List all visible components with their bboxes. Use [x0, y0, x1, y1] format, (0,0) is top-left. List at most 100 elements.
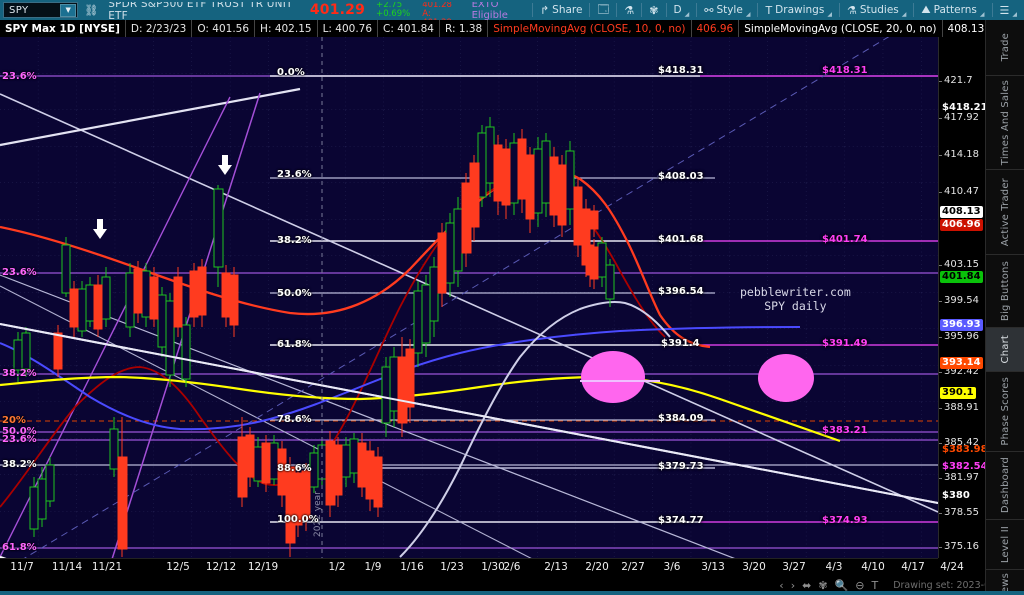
- overflow-menu-button[interactable]: ☰ ◢: [993, 0, 1024, 20]
- x-axis-tick: 1/30: [481, 561, 505, 573]
- fib-level-label: 23.6%: [2, 434, 37, 445]
- annotation-line-1: pebblewriter.com: [740, 285, 851, 299]
- timeframe-selector[interactable]: D ◢: [667, 0, 697, 20]
- x-axis-tick: 2/6: [503, 561, 521, 573]
- x-axis-tick: 1/2: [328, 561, 346, 573]
- sidebar-item-chart[interactable]: Chart: [986, 328, 1024, 372]
- y-axis-price-badge[interactable]: 406.96: [940, 219, 983, 231]
- price-level-label: $418.31: [822, 65, 868, 76]
- y-axis-tick: 375.16: [939, 541, 979, 552]
- tick-mark: [939, 478, 942, 479]
- share-arrow-icon: ↱: [539, 3, 550, 17]
- tick-mark: [939, 372, 942, 373]
- sidebar-item-big-buttons[interactable]: Big Buttons: [986, 255, 1024, 328]
- fib-level-label: 61.8%: [277, 339, 312, 350]
- strip-sma20-label[interactable]: SimpleMovingAvg (CLOSE, 20, 0, no): [739, 20, 943, 37]
- divider: [757, 3, 759, 17]
- sidebar-item-label: Trade: [1000, 33, 1011, 62]
- y-axis-price-badge[interactable]: $418.21: [942, 102, 988, 113]
- tick-mark: [939, 513, 942, 514]
- sma-yellow: [0, 375, 841, 443]
- x-axis-tick: 3/13: [701, 561, 725, 573]
- y-axis-price-badge[interactable]: $380: [942, 490, 970, 501]
- price-level-label: $374.93: [822, 515, 868, 526]
- change-absolute: +2.75: [376, 0, 403, 10]
- tick-mark: [939, 337, 942, 338]
- pan-icon[interactable]: ⬌: [802, 579, 812, 592]
- y-axis-price-badge[interactable]: 401.84: [940, 271, 983, 283]
- strip-sma10-label[interactable]: SimpleMovingAvg (CLOSE, 10, 0, no): [488, 20, 692, 37]
- fib-level-label: 50.0%: [277, 288, 312, 299]
- flask-icon: ⚗: [624, 3, 635, 17]
- fib-level-label: 38.2%: [2, 459, 37, 470]
- price-level-label: $391.49: [822, 338, 868, 349]
- symbol-input[interactable]: SPY ▼: [3, 2, 79, 18]
- settings-button[interactable]: ✾: [642, 0, 665, 20]
- sidebar-item-label: Times And Sales: [1000, 79, 1011, 166]
- tick-mark: [939, 118, 942, 119]
- studies-quick-button[interactable]: ⚗: [617, 0, 641, 20]
- prev-arrow-icon[interactable]: ‹: [779, 579, 784, 592]
- y-axis-price-badge[interactable]: 390.1: [940, 387, 976, 399]
- divider: [838, 3, 840, 17]
- sidebar-item-phase-scores[interactable]: Phase Scores: [986, 372, 1024, 452]
- tick-mark: [939, 301, 942, 302]
- y-axis-tick: 392.42: [939, 366, 979, 377]
- fib-level-label: 78.6%: [277, 414, 312, 425]
- zoom-in-icon[interactable]: 🔍: [834, 579, 849, 592]
- x-axis-tick: 12/19: [247, 561, 279, 573]
- text-T-icon: T: [765, 3, 773, 17]
- y-axis-price-badge[interactable]: 393.14: [940, 357, 983, 369]
- share-button[interactable]: ↱ Share: [533, 0, 590, 20]
- style-menu[interactable]: ⚯ Style ◢: [697, 0, 757, 20]
- sidebar-item-times-and-sales[interactable]: Times And Sales: [986, 76, 1024, 170]
- date-axis[interactable]: 11/7 11/14 11/21 12/5 12/12 12/19 1/2 1/9 1/16 1/…: [0, 558, 964, 576]
- sidebar-item-trade[interactable]: Trade: [986, 20, 1024, 76]
- studies-menu[interactable]: ⚗ Studies ◢: [840, 0, 913, 20]
- y-axis-price-badge[interactable]: 396.93: [940, 319, 983, 331]
- zoom-out-icon[interactable]: ⊖: [855, 579, 865, 592]
- link-chain-icon[interactable]: ⛓: [84, 3, 99, 17]
- drawings-menu[interactable]: T Drawings ◢: [758, 0, 839, 20]
- y-axis-price-badge[interactable]: $383.98: [942, 444, 988, 455]
- chevron-down-icon[interactable]: ▼: [60, 3, 77, 17]
- candlestick-series: [13, 117, 615, 557]
- y-axis-price-badge[interactable]: 408.13: [940, 206, 983, 218]
- divider: [531, 3, 533, 17]
- style-label: Style: [716, 4, 743, 16]
- patterns-menu[interactable]: ⛰ Patterns ◢: [914, 0, 991, 20]
- price-level-label: $383.21: [822, 425, 868, 436]
- price-axis[interactable]: 421.7 417.92 414.18 410.47 403.15 399.54 395.9…: [938, 37, 988, 595]
- price-level-label: $391.4: [661, 338, 700, 349]
- sidebar-item-dashboard[interactable]: Dashboard: [986, 452, 1024, 520]
- highlight-ellipse-right: [758, 354, 814, 402]
- fib-level-label: 100.0%: [277, 514, 319, 525]
- next-arrow-icon[interactable]: ›: [790, 579, 796, 592]
- last-price: 401.29: [309, 2, 366, 18]
- divider: [616, 3, 618, 17]
- sidebar-item-level-ii[interactable]: Level II: [986, 520, 1024, 570]
- strip-close: C: 401.84: [378, 20, 440, 37]
- chevron-down-icon: ◢: [1012, 11, 1018, 18]
- fib-level-label: 38.2%: [2, 368, 37, 379]
- sma-white-20: [399, 301, 671, 558]
- fib-level-label: 20%: [2, 415, 26, 426]
- y-axis-price-badge[interactable]: $382.54: [942, 461, 988, 472]
- fib-level-label: 23.6%: [277, 169, 312, 180]
- y-axis-tick: 395.96: [939, 331, 979, 342]
- top-toolbar: SPY ▼ ⛓ SPDR S&P500 ETF TRUST TR UNIT ET…: [0, 0, 1024, 28]
- toolbar-right-group: ↱ Share 🗔 ⚗ ✾ D ◢ ⚯ Style: [531, 0, 1024, 20]
- sidebar-item-active-trader[interactable]: Active Trader: [986, 170, 1024, 255]
- text-T-icon[interactable]: T: [871, 579, 879, 592]
- x-axis-tick: 3/20: [742, 561, 766, 573]
- x-axis-tick: 2/13: [544, 561, 568, 573]
- price-level-label: $374.77: [658, 515, 704, 526]
- gear-icon[interactable]: ✾: [818, 579, 828, 592]
- fib-level-label: 61.8%: [2, 542, 37, 553]
- sidebar-item-label: Active Trader: [1000, 177, 1011, 247]
- y-axis-tick: 385.42: [939, 437, 979, 448]
- sidebar-item-label: Phase Scores: [1000, 377, 1011, 446]
- strip-low: L: 400.76: [318, 20, 379, 37]
- snapshot-button[interactable]: 🗔: [590, 0, 616, 20]
